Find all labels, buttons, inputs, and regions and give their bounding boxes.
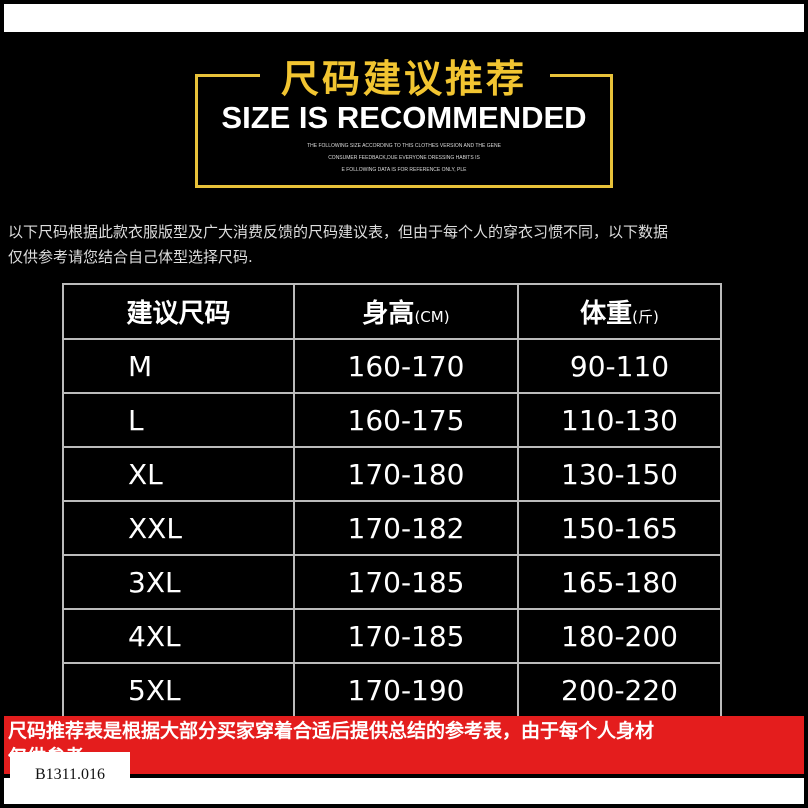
title-english: SIZE IS RECOMMENDED [221, 100, 587, 135]
size-cell: 3XL [62, 554, 295, 610]
weight-cell: 200-220 [517, 662, 722, 718]
subtitle-line: CONSUMER FEEDBACK,DUE EVERYONE DRESSING … [328, 155, 480, 161]
bottom-white-strip [4, 778, 804, 804]
height-cell: 160-170 [293, 338, 519, 394]
size-cell: 4XL [62, 608, 295, 664]
subtitle-line: E FOLLOWING DATA IS FOR REFERENCE ONLY, … [341, 167, 467, 173]
description-line: 以下尺码根据此款衣服版型及广大消费反馈的尺码建议表，但由于每个人的穿衣习惯不同，… [8, 223, 669, 241]
size-cell: L [62, 392, 295, 448]
size-cell: M [62, 338, 295, 394]
frame-gap [260, 66, 550, 82]
height-cell: 170-185 [293, 554, 519, 610]
table-row: M 160-170 90-110 [62, 338, 722, 394]
table-row: XXL 170-182 150-165 [62, 500, 722, 556]
description-line: 仅供参考请您结合自己体型选择尺码. [8, 248, 253, 266]
table-row: XL 170-180 130-150 [62, 446, 722, 502]
subtitle-line: THE FOLLOWING SIZE ACCORDING TO THIS CLO… [307, 143, 501, 149]
table-row: 4XL 170-185 180-200 [62, 608, 722, 664]
table-row: L 160-175 110-130 [62, 392, 722, 448]
height-cell: 170-190 [293, 662, 519, 718]
weight-cell: 90-110 [517, 338, 722, 394]
top-white-strip [4, 4, 804, 32]
header-size: 建议尺码 [62, 283, 295, 340]
weight-cell: 110-130 [517, 392, 722, 448]
size-cell: 5XL [62, 662, 295, 718]
notice-band: 尺码推荐表是根据大部分买家穿着合适后提供总结的参考表，由于每个人身材 仅供参考。 [4, 716, 804, 774]
header-weight: 体重(斤) [517, 283, 722, 340]
height-cell: 160-175 [293, 392, 519, 448]
size-cell: XL [62, 446, 295, 502]
table-header-row: 建议尺码 身高(CM) 体重(斤) [62, 283, 722, 340]
height-cell: 170-185 [293, 608, 519, 664]
height-cell: 170-180 [293, 446, 519, 502]
table-row: 3XL 170-185 165-180 [62, 554, 722, 610]
product-code-label: B1311.016 [10, 752, 130, 802]
table-row: 5XL 170-190 200-220 [62, 662, 722, 718]
title-chinese: 尺码建议推荐 [280, 57, 527, 101]
size-table: 建议尺码 身高(CM) 体重(斤) M 160-170 90-110 L 160-175… [62, 283, 722, 718]
weight-cell: 165-180 [517, 554, 722, 610]
header-height: 身高(CM) [293, 283, 519, 340]
notice-line: 尺码推荐表是根据大部分买家穿着合适后提供总结的参考表，由于每个人身材 [8, 720, 655, 742]
weight-cell: 180-200 [517, 608, 722, 664]
size-cell: XXL [62, 500, 295, 556]
description: 以下尺码根据此款衣服版型及广大消费反馈的尺码建议表，但由于每个人的穿衣习惯不同，… [8, 220, 808, 270]
height-cell: 170-182 [293, 500, 519, 556]
weight-cell: 150-165 [517, 500, 722, 556]
weight-cell: 130-150 [517, 446, 722, 502]
